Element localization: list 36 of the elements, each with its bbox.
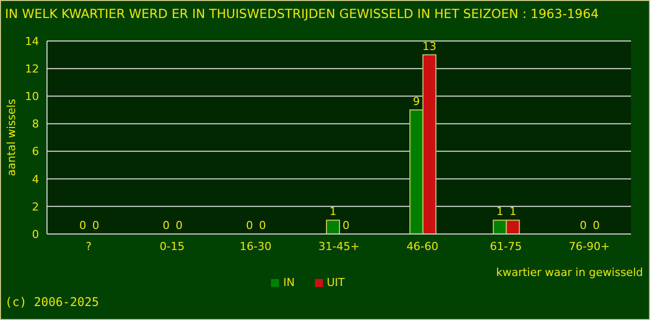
data-label: 1 <box>329 205 336 218</box>
bar <box>326 220 340 234</box>
x-tick-label: 0-15 <box>160 240 185 253</box>
y-tick-label: 10 <box>25 90 39 104</box>
y-tick-label: 12 <box>25 62 39 76</box>
x-tick-label: 31-45+ <box>318 240 360 253</box>
legend-label: IN <box>283 276 295 289</box>
x-tick-label: 16-30 <box>240 240 272 253</box>
data-label: 9 <box>412 94 420 108</box>
data-label: 0 <box>79 219 86 232</box>
data-label: 0 <box>92 219 100 232</box>
y-tick-label: 0 <box>32 228 39 241</box>
data-label: 0 <box>342 219 350 232</box>
y-tick-label: 14 <box>25 34 39 48</box>
data-label: 0 <box>580 219 587 232</box>
data-label: 1 <box>496 205 504 218</box>
y-tick-label: 4 <box>32 172 39 186</box>
y-tick-label: 2 <box>32 200 39 214</box>
legend-label: UIT <box>326 276 345 289</box>
x-tick-label: 61-75 <box>490 240 522 253</box>
x-tick-label: 76-90+ <box>568 240 610 253</box>
data-label: 0 <box>246 219 254 232</box>
data-label: 0 <box>176 219 183 232</box>
data-label: 0 <box>592 219 600 232</box>
chart-title: IN WELK KWARTIER WERD ER IN THUISWEDSTRIJDEN GEWISSELD IN HET SEIZOEN : 1963-1964 <box>5 6 599 21</box>
data-label: 13 <box>422 40 436 53</box>
y-axis-title: aantal wissels <box>4 98 18 176</box>
x-axis-title: kwartier waar in gewisseld <box>496 266 643 279</box>
x-tick-label: ? <box>86 240 92 253</box>
data-label: 1 <box>509 205 516 218</box>
y-tick-label: 8 <box>32 118 39 131</box>
data-label: 0 <box>162 219 170 232</box>
y-tick-label: 6 <box>32 145 39 158</box>
x-tick-label: 46-60 <box>406 240 438 253</box>
text: (c) 2006-2025 <box>5 295 99 309</box>
data-label: 0 <box>259 219 266 232</box>
